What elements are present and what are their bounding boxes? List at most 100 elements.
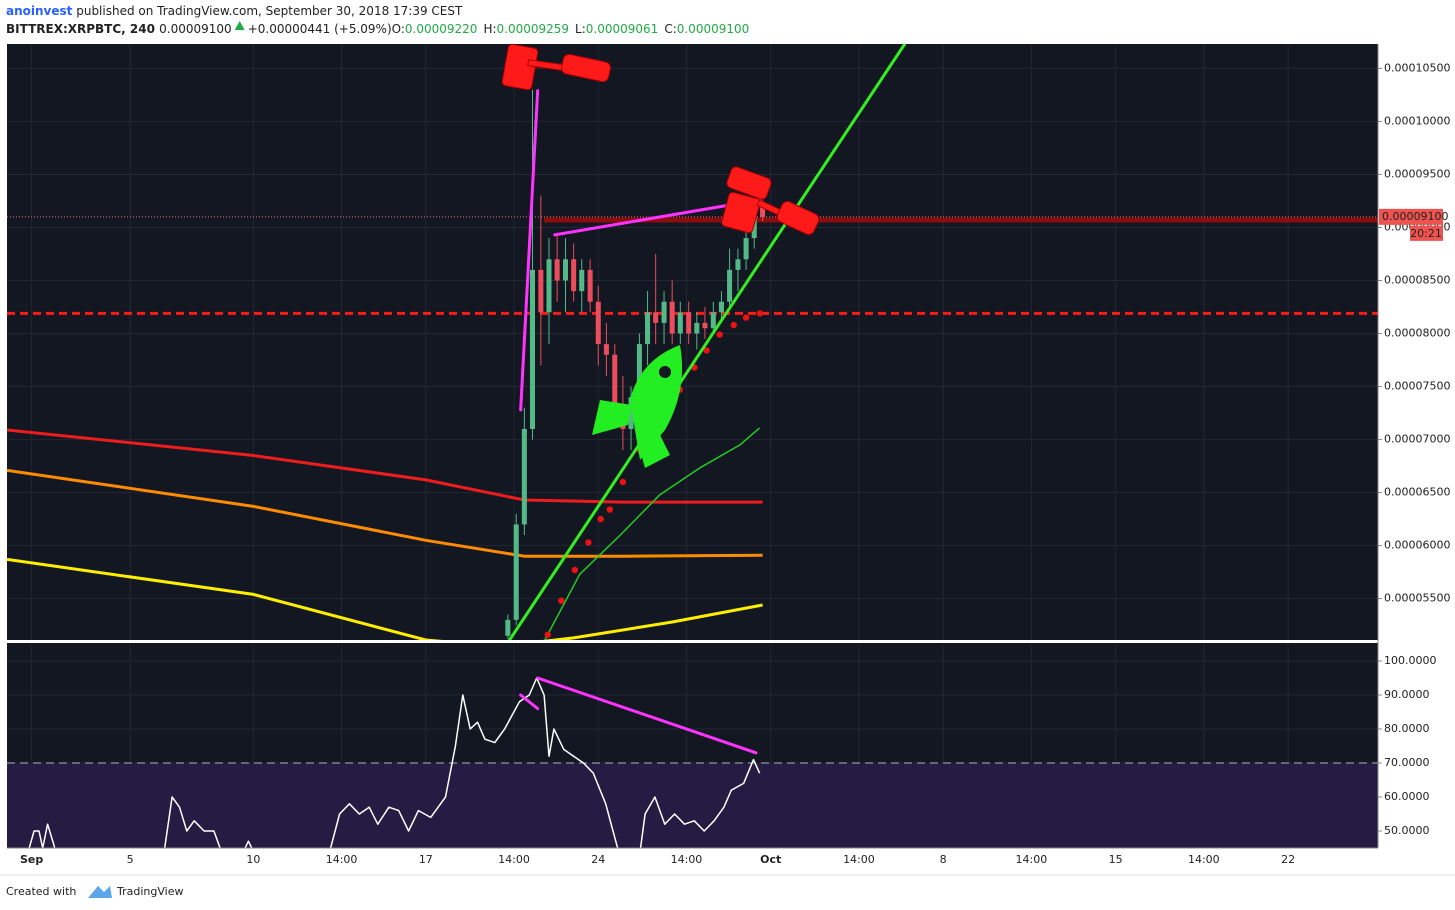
y-tick-label: 0.00010000 xyxy=(1384,114,1450,127)
candle-body xyxy=(661,301,667,323)
candle-body xyxy=(603,344,609,355)
candle-body xyxy=(521,428,527,525)
x-tick-label: 14:00 xyxy=(843,853,875,866)
y-tick-label: 90.0000 xyxy=(1384,688,1430,701)
rocket-icon xyxy=(592,345,683,468)
candle-body xyxy=(628,397,634,429)
candle-body xyxy=(587,269,593,302)
candle-body xyxy=(645,312,651,345)
ohlc-label: O: xyxy=(392,22,405,36)
candle-body xyxy=(686,312,692,334)
candle-body xyxy=(612,354,618,408)
x-tick-label: Oct xyxy=(760,853,781,866)
indicator-line xyxy=(544,427,761,640)
header-line2: BITTREX:XRPBTC, 240 0.00009100 +0.0000044… xyxy=(6,22,749,36)
footer-brand[interactable]: TradingView xyxy=(116,885,183,898)
y-tick-label: 0.00007500 xyxy=(1384,380,1450,393)
rsi-plot xyxy=(7,645,1378,848)
footer-created: Created with xyxy=(6,885,76,898)
sar-dot xyxy=(558,597,565,604)
candle-body xyxy=(653,312,659,323)
sar-dot xyxy=(730,321,737,329)
change: +0.00000441 (+5.09%) xyxy=(248,22,392,36)
y-tick-label: 0.00006000 xyxy=(1384,539,1450,552)
candle-body xyxy=(513,524,519,620)
candle-body xyxy=(636,344,642,398)
candle-body xyxy=(743,238,749,260)
axes: Sep 5 10 14:00 17 14:00 24 14:00 Oct 14:00 8 14:00 1… xyxy=(7,44,1450,866)
ohlc-label: H: xyxy=(483,22,496,36)
ohlc-value: 0.00009100 xyxy=(677,22,750,36)
candle-body xyxy=(735,259,741,270)
indicator-line xyxy=(7,468,763,558)
candle-body xyxy=(546,259,552,313)
x-tick-label: 24 xyxy=(591,853,605,866)
countdown-box xyxy=(1410,225,1443,241)
main-pane xyxy=(7,44,1378,640)
candle-body xyxy=(505,619,511,636)
candle-body xyxy=(710,312,716,329)
last-price-label: 0.00009100 xyxy=(1382,210,1448,223)
x-tick-label: 17 xyxy=(419,853,433,866)
main-plot xyxy=(7,44,1378,640)
candle-body xyxy=(718,301,724,313)
countdown: 20:21 xyxy=(1410,227,1442,240)
sar-dot xyxy=(571,566,579,574)
ohlc-value: 0.00009061 xyxy=(586,22,659,36)
ohlc-value: 0.00009220 xyxy=(405,22,478,36)
candle-body xyxy=(595,301,601,345)
candle-body xyxy=(538,269,544,313)
x-tick-label: 14:00 xyxy=(1016,853,1048,866)
sar-dot xyxy=(544,631,551,638)
icons xyxy=(501,43,820,468)
candle-body xyxy=(702,322,708,329)
last-price-box xyxy=(1379,208,1443,225)
ohlc-value: 0.00009259 xyxy=(497,22,570,36)
sar-dot xyxy=(716,331,723,338)
y-tick-label: 80.0000 xyxy=(1384,722,1430,735)
indicator-line xyxy=(7,428,763,504)
sar-dot xyxy=(606,506,614,513)
y-tick-label: 0.00007000 xyxy=(1384,433,1450,446)
candle-body xyxy=(529,269,536,429)
x-tick-label: 14:00 xyxy=(498,853,530,866)
y-tick-label: 0.00010500 xyxy=(1384,61,1450,74)
y-tick-label: 0.00009500 xyxy=(1384,167,1450,180)
candle-body xyxy=(562,259,569,281)
x-tick-label: 10 xyxy=(246,853,260,866)
sar-dot xyxy=(756,310,764,317)
tv-logo[interactable] xyxy=(88,886,112,898)
published: published on TradingView.com, September … xyxy=(76,4,463,18)
ohlc-label: L: xyxy=(575,22,586,36)
header-line1: anoinvest published on TradingView.com, … xyxy=(6,4,463,18)
x-tick-label: 5 xyxy=(127,853,134,866)
x-tick-label: 22 xyxy=(1281,853,1295,866)
candle-body xyxy=(760,206,766,217)
candle-body xyxy=(727,269,733,302)
trend-line xyxy=(519,693,540,711)
y-tick-label: 100.0000 xyxy=(1384,654,1437,667)
up-arrow xyxy=(234,21,245,30)
trend-line xyxy=(519,89,540,412)
candle-body xyxy=(694,322,700,334)
y-tick-label: 0.00006500 xyxy=(1384,486,1450,499)
sar-dot xyxy=(585,539,592,546)
ohlc-label: C: xyxy=(664,22,676,36)
indicator-line xyxy=(7,557,763,640)
candle-body xyxy=(669,301,675,334)
x-tick-label: 15 xyxy=(1109,853,1123,866)
rsi-band xyxy=(7,762,1378,848)
candle-body xyxy=(579,269,585,292)
y-tick-label: 0.00005500 xyxy=(1384,592,1450,605)
x-tick-label: 14:00 xyxy=(326,853,358,866)
x-tick-label: Sep xyxy=(20,853,43,866)
last: 0.00009100 xyxy=(159,22,232,36)
y-tick-label: 70.0000 xyxy=(1384,756,1430,769)
x-tick-label: 14:00 xyxy=(1188,853,1220,866)
sar-dot xyxy=(597,515,604,523)
author[interactable]: anoinvest xyxy=(6,4,73,18)
candle-body xyxy=(554,259,560,281)
y-tick-label: 0.00008000 xyxy=(1384,327,1450,340)
candle-body xyxy=(571,259,577,292)
